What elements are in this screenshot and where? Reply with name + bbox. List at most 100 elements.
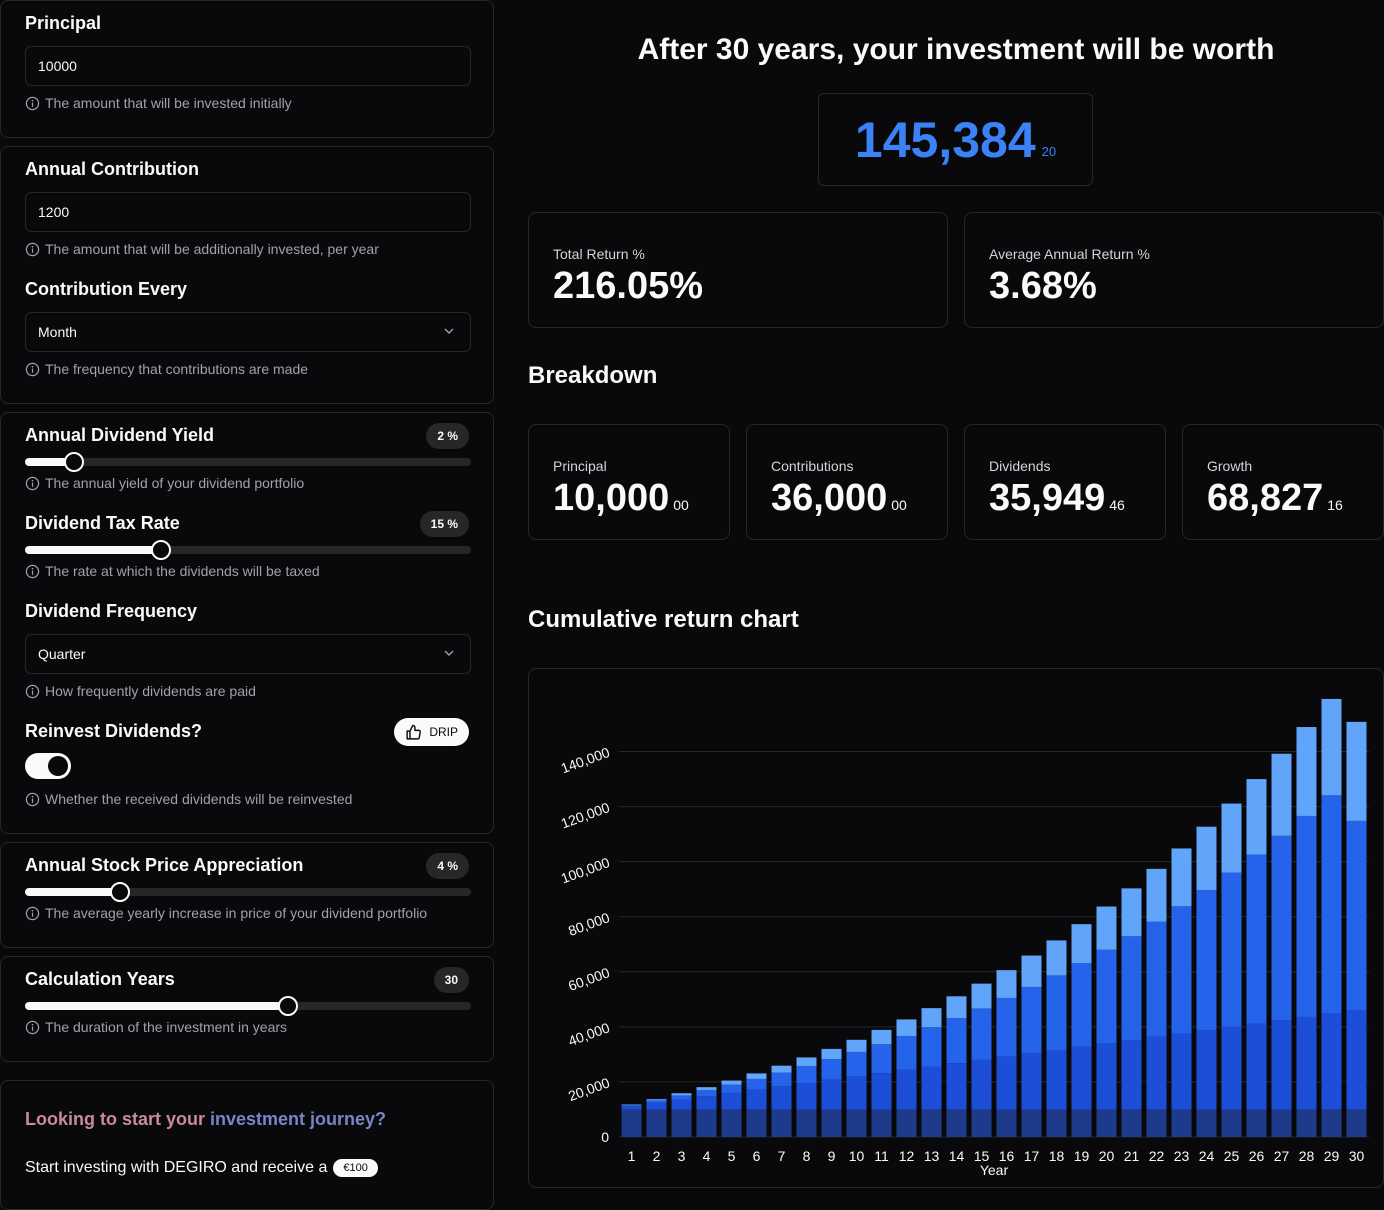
bar-segment-dividends (771, 1065, 792, 1073)
bar-segment-principal (1171, 1109, 1192, 1137)
bar-segment-growth (1171, 906, 1192, 1034)
dividend-yield-hint-text: The annual yield of your dividend portfo… (45, 475, 305, 491)
bar-segment-growth (821, 1059, 842, 1080)
dividend-tax-hint: The rate at which the dividends will be … (25, 563, 320, 579)
x-tick-label: 22 (1149, 1148, 1165, 1164)
slider-thumb[interactable] (109, 882, 130, 902)
dividend-frequency-select[interactable]: Quarter (25, 634, 471, 674)
reinvest-toggle[interactable] (25, 753, 71, 779)
principal-input[interactable]: 10000 (25, 46, 471, 86)
reinvest-hint-text: Whether the received dividends will be r… (45, 791, 353, 807)
bar-segment-contributions (1046, 1049, 1067, 1110)
bar-segment-principal (1221, 1109, 1242, 1137)
x-tick-label: 27 (1274, 1148, 1290, 1164)
bar-segment-contributions (921, 1066, 942, 1110)
bar-segment-principal (821, 1109, 842, 1137)
bar-segment-contributions (946, 1063, 967, 1110)
bar-segment-growth (671, 1095, 692, 1100)
bar-segment-growth (1196, 890, 1217, 1031)
x-tick-label: 11 (874, 1148, 889, 1164)
chart-card: 0 20,000 40,000 60,000 80,000 100,000 120,000 1… (528, 668, 1384, 1188)
bar-segment-growth (696, 1090, 717, 1097)
bar-segment-dividends (621, 1104, 642, 1106)
bar-segment-principal (1121, 1109, 1142, 1137)
breakdown-contributions-card: Contributions 36,000 00 (746, 424, 948, 540)
bar-segment-growth (1296, 815, 1317, 1017)
chevron-down-icon (444, 328, 454, 334)
contribution-every-select[interactable]: Month (25, 312, 471, 352)
bar-segment-contributions (646, 1102, 667, 1110)
bar-segment-growth (1346, 820, 1367, 1011)
bar-segment-contributions (996, 1056, 1017, 1110)
slider-thumb[interactable] (64, 452, 85, 472)
total-return-label: Total Return % (553, 246, 645, 262)
x-tick-label: 9 (828, 1148, 836, 1164)
x-tick-label: 25 (1224, 1148, 1240, 1164)
bar-segment-dividends (646, 1099, 667, 1101)
annual-contribution-hint-text: The amount that will be additionally inv… (45, 241, 379, 257)
years-slider[interactable] (25, 996, 471, 1016)
bar-segment-dividends (1346, 721, 1367, 821)
slider-thumb[interactable] (278, 996, 299, 1016)
bar-segment-dividends (1146, 868, 1167, 922)
result-total-box: 145,384 20 (818, 93, 1093, 186)
contribution-every-hint-text: The frequency that contributions are mad… (45, 361, 309, 377)
years-badge: 30 (433, 967, 469, 993)
info-icon (25, 684, 40, 698)
contribution-every-hint: The frequency that contributions are mad… (25, 361, 308, 377)
bar-segment-dividends (1196, 826, 1217, 891)
x-tick-label: 8 (803, 1148, 811, 1164)
annual-contribution-input[interactable]: 1200 (25, 192, 471, 232)
breakdown-value: 36,000 00 (771, 477, 907, 520)
bar-segment-contributions (846, 1076, 867, 1110)
drip-button[interactable]: DRIP (394, 718, 469, 746)
breakdown-dividends-card: Dividends 35,949 46 (964, 424, 1166, 540)
x-tick-label: 20 (1099, 1148, 1115, 1164)
x-tick-label: 19 (1074, 1148, 1090, 1164)
bar-segment-principal (871, 1109, 892, 1137)
cumulative-return-chart: 0 20,000 40,000 60,000 80,000 100,000 120,000 1… (559, 698, 1369, 1178)
bar-segment-principal (746, 1109, 767, 1137)
bar-segment-dividends (921, 1008, 942, 1028)
bar-segment-dividends (671, 1093, 692, 1096)
info-icon (25, 564, 40, 578)
x-tick-label: 3 (678, 1148, 686, 1164)
appreciation-slider[interactable] (25, 882, 471, 902)
bar-segment-growth (646, 1100, 667, 1103)
result-headline: After 30 years, your investment will be … (637, 33, 1275, 66)
bar-segment-contributions (1321, 1013, 1342, 1110)
promo-card: Looking to start your investment journey… (0, 1080, 494, 1210)
bar-segment-dividends (896, 1019, 917, 1036)
breakdown-dec: 00 (891, 497, 907, 513)
bar-segment-principal (996, 1109, 1017, 1137)
chevron-down-icon (444, 650, 454, 656)
slider-fill (25, 1002, 289, 1010)
bar-segment-contributions (1196, 1030, 1217, 1110)
x-tick-label: 10 (849, 1148, 865, 1164)
info-icon (25, 1020, 40, 1034)
bar-segment-contributions (871, 1073, 892, 1110)
promo-title-a: Looking to start your (25, 1109, 211, 1129)
dividend-yield-slider[interactable] (25, 452, 471, 472)
bar-segment-principal (621, 1109, 642, 1137)
drip-label: DRIP (429, 725, 458, 739)
years-hint: The duration of the investment in years (25, 1019, 287, 1035)
bar-segment-dividends (1046, 940, 1067, 976)
bar-segment-dividends (946, 996, 967, 1019)
dividend-tax-hint-text: The rate at which the dividends will be … (45, 563, 320, 579)
bar-segment-contributions (896, 1069, 917, 1110)
bar-segment-contributions (1146, 1036, 1167, 1110)
x-tick-label: 12 (899, 1148, 915, 1164)
bar-segment-dividends (1121, 888, 1142, 937)
x-tick-label: 16 (999, 1148, 1015, 1164)
bar-segment-growth (621, 1105, 642, 1107)
bar-segment-growth (996, 997, 1017, 1057)
y-tick-label: 60,000 (566, 964, 612, 994)
dividend-yield-hint: The annual yield of your dividend portfo… (25, 475, 304, 491)
bar-segment-principal (846, 1109, 867, 1137)
slider-thumb[interactable] (151, 540, 172, 560)
bar-segment-dividends (696, 1087, 717, 1091)
dividend-tax-slider[interactable] (25, 540, 471, 560)
dividend-tax-label: Dividend Tax Rate (25, 513, 180, 533)
breakdown-value: 10,000 00 (553, 477, 689, 520)
